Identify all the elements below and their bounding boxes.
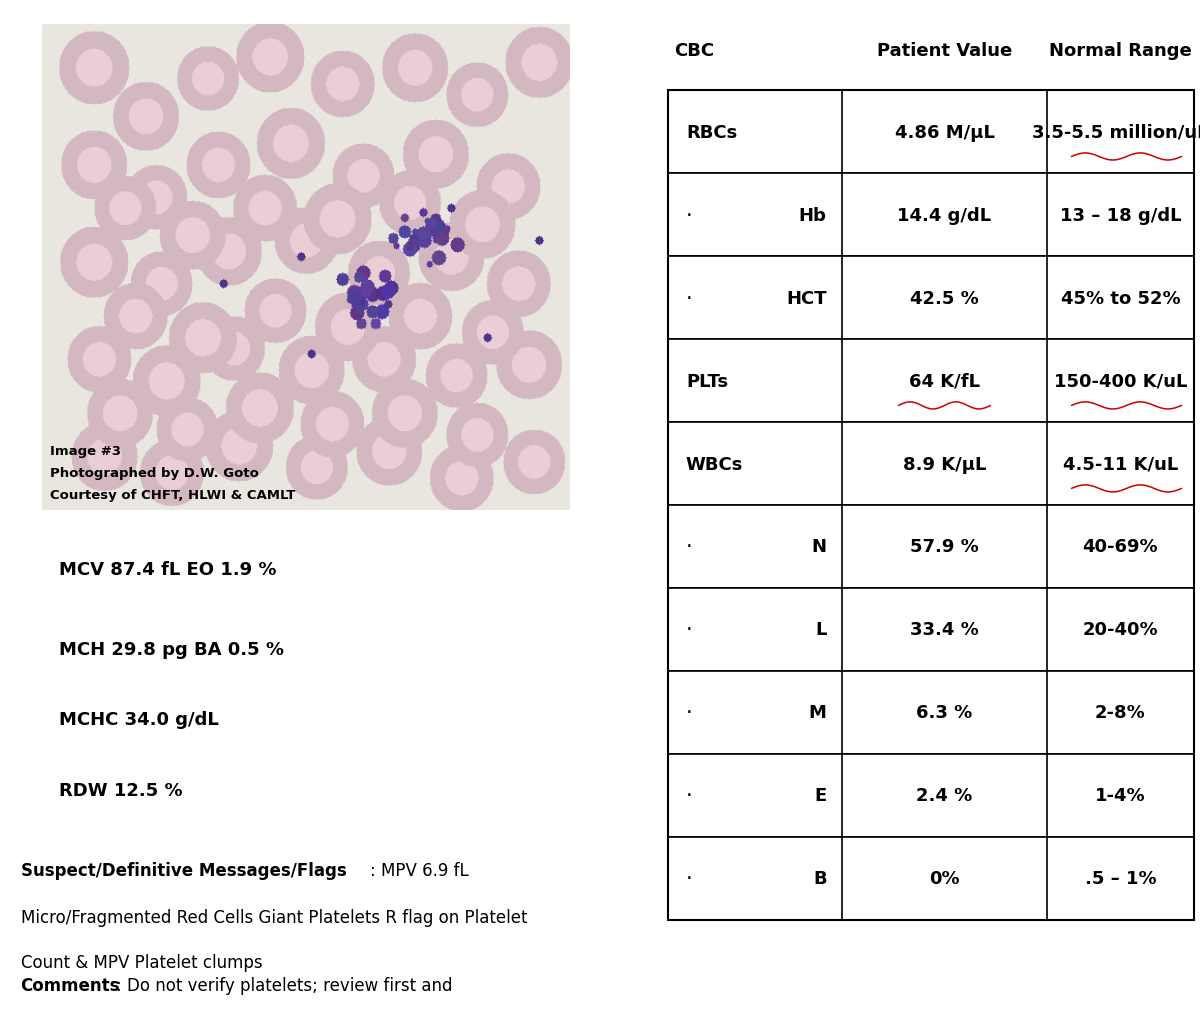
Text: : MPV 6.9 fL: : MPV 6.9 fL (371, 861, 469, 879)
Text: N: N (811, 538, 827, 556)
Text: 8.9 K/μL: 8.9 K/μL (902, 455, 986, 473)
Text: 20-40%: 20-40% (1082, 621, 1158, 639)
Text: HCT: HCT (786, 289, 827, 307)
Bar (667, 340, 1194, 423)
Text: 45% to 52%: 45% to 52% (1061, 289, 1181, 307)
Text: E: E (815, 787, 827, 805)
Bar (667, 506, 1194, 588)
Text: 1-4%: 1-4% (1096, 787, 1146, 805)
Bar (667, 257, 1194, 340)
Text: .5 – 1%: .5 – 1% (1085, 869, 1157, 888)
Text: 33.4 %: 33.4 % (910, 621, 979, 639)
Text: Count & MPV Platelet clumps: Count & MPV Platelet clumps (20, 953, 263, 972)
Bar (667, 837, 1194, 920)
Text: 40-69%: 40-69% (1082, 538, 1158, 556)
Text: ·: · (686, 537, 692, 557)
Text: ·: · (686, 868, 692, 889)
Text: Comments: Comments (20, 976, 120, 994)
Text: MCH 29.8 pg BA 0.5 %: MCH 29.8 pg BA 0.5 % (59, 641, 284, 658)
Text: ·: · (686, 786, 692, 806)
Text: ·: · (686, 703, 692, 723)
Text: ·: · (686, 288, 692, 308)
Text: 13 – 18 g/dL: 13 – 18 g/dL (1060, 206, 1181, 224)
Text: Hb: Hb (799, 206, 827, 224)
Bar (667, 91, 1194, 920)
Text: Suspect/Definitive Messages/Flags: Suspect/Definitive Messages/Flags (20, 861, 347, 879)
Text: 14.4 g/dL: 14.4 g/dL (898, 206, 991, 224)
Text: 42.5 %: 42.5 % (910, 289, 979, 307)
Text: 6.3 %: 6.3 % (917, 704, 973, 722)
Text: 150-400 K/uL: 150-400 K/uL (1054, 372, 1187, 390)
Text: 2-8%: 2-8% (1096, 704, 1146, 722)
Text: : Do not verify platelets; review first and: : Do not verify platelets; review first … (116, 976, 452, 994)
Bar (667, 588, 1194, 671)
Text: 2.4 %: 2.4 % (917, 787, 973, 805)
Text: ·: · (686, 205, 692, 225)
Text: Patient Value: Patient Value (877, 41, 1012, 60)
Text: MCV 87.4 fL EO 1.9 %: MCV 87.4 fL EO 1.9 % (59, 560, 276, 578)
Text: RBCs: RBCs (686, 123, 737, 142)
Bar (667, 91, 1194, 174)
Text: Micro/Fragmented Red Cells Giant Platelets R flag on Platelet: Micro/Fragmented Red Cells Giant Platele… (20, 909, 527, 926)
Text: WBCs: WBCs (686, 455, 743, 473)
Text: PLTs: PLTs (686, 372, 728, 390)
Text: B: B (814, 869, 827, 888)
Text: MCHC 34.0 g/dL: MCHC 34.0 g/dL (59, 711, 218, 729)
Text: Normal Range: Normal Range (1049, 41, 1192, 60)
Text: M: M (809, 704, 827, 722)
Bar (667, 671, 1194, 754)
Text: 4.5-11 K/uL: 4.5-11 K/uL (1063, 455, 1178, 473)
Text: 64 K/fL: 64 K/fL (908, 372, 980, 390)
Text: RDW 12.5 %: RDW 12.5 % (59, 780, 182, 799)
Text: L: L (815, 621, 827, 639)
Text: 0%: 0% (929, 869, 960, 888)
Text: ·: · (686, 620, 692, 640)
Text: Image #3: Image #3 (50, 445, 121, 458)
Text: 4.86 M/μL: 4.86 M/μL (894, 123, 995, 142)
Text: CBC: CBC (673, 41, 714, 60)
Text: 57.9 %: 57.9 % (910, 538, 979, 556)
Text: 3.5-5.5 million/uL: 3.5-5.5 million/uL (1032, 123, 1200, 142)
Bar (667, 754, 1194, 837)
Bar (667, 174, 1194, 257)
Bar (667, 423, 1194, 506)
Text: Photographed by D.W. Goto: Photographed by D.W. Goto (50, 467, 259, 480)
Text: Courtesy of CHFT, HLWI & CAMLT: Courtesy of CHFT, HLWI & CAMLT (50, 488, 295, 501)
